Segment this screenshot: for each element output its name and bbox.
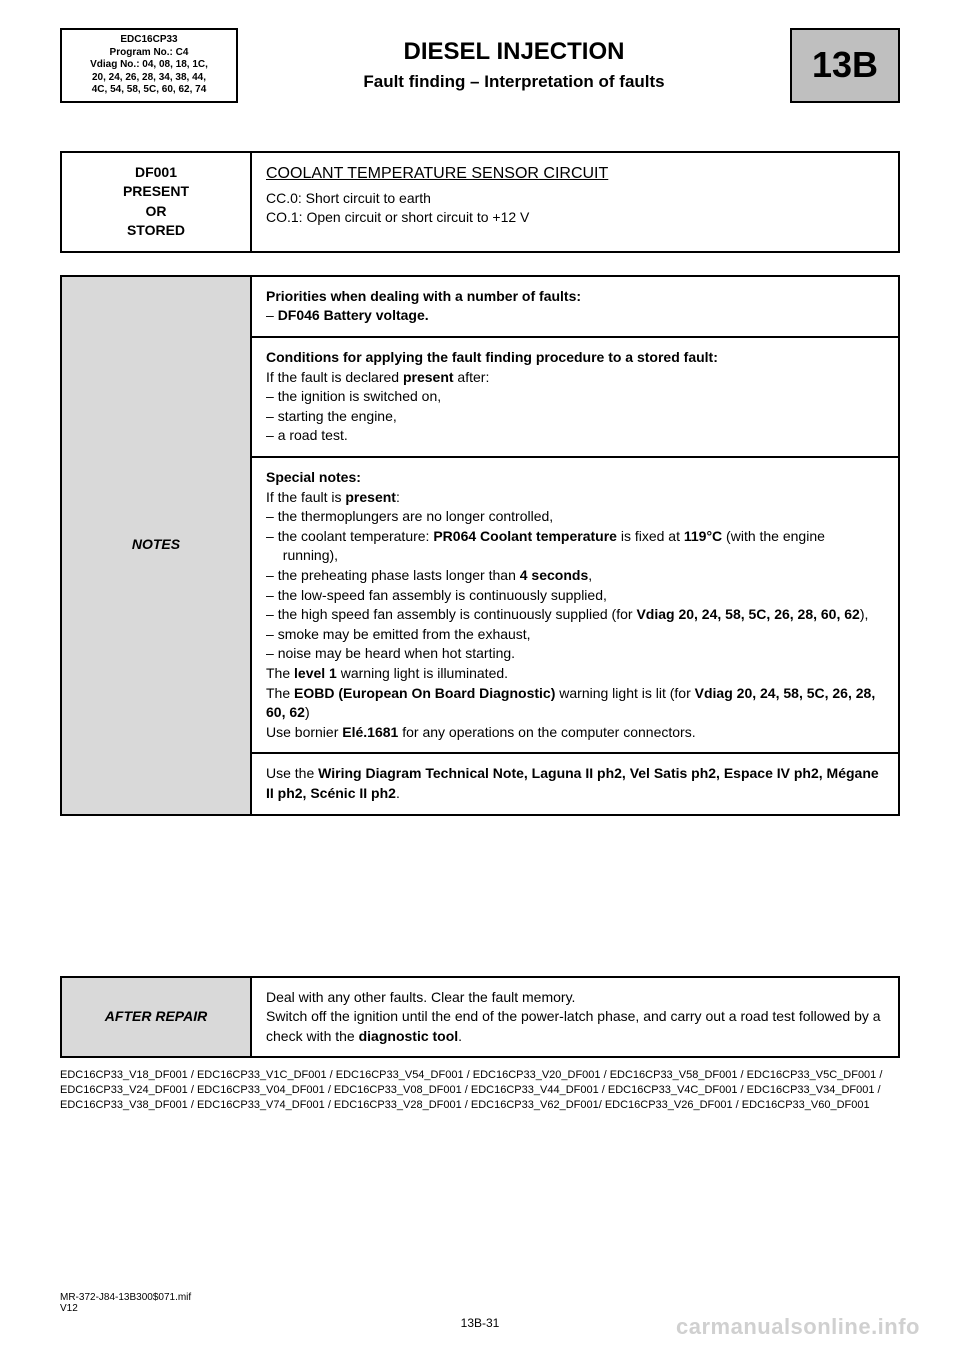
text-bold: 119°C [684, 528, 722, 544]
text: after: [454, 369, 490, 385]
text: the preheating phase lasts longer than [278, 567, 520, 583]
ecu-line: Program No.: C4 [64, 47, 234, 60]
page-header: EDC16CP33 Program No.: C4 Vdiag No.: 04,… [60, 28, 900, 103]
list-item: the ignition is switched on, [266, 387, 884, 407]
text-bold: Wiring Diagram Technical Note, Laguna II… [266, 765, 879, 801]
text: : [396, 489, 400, 505]
list-item: smoke may be emitted from the exhaust, [266, 625, 884, 645]
fault-header-table: DF001 PRESENT OR STORED COOLANT TEMPERAT… [60, 151, 900, 253]
list-item: the coolant temperature: PR064 Coolant t… [266, 527, 884, 566]
text: for any operations on the computer conne… [398, 724, 695, 740]
special-list: the thermoplungers are no longer control… [266, 507, 884, 664]
notes-table: NOTES Priorities when dealing with a num… [60, 275, 900, 816]
main-title: DIESEL INJECTION [256, 38, 772, 66]
text: If the fault is declared [266, 369, 403, 385]
text: ) [305, 704, 310, 720]
fault-cc: CC.0: Short circuit to earth [266, 189, 884, 209]
list-item: starting the engine, [266, 407, 884, 427]
text: . [458, 1028, 462, 1044]
reference-codes: EDC16CP33_V18_DF001 / EDC16CP33_V1C_DF00… [60, 1068, 900, 1113]
list-item: the preheating phase lasts longer than 4… [266, 566, 884, 586]
text-bold: PR064 Coolant temperature [433, 528, 617, 544]
page: EDC16CP33 Program No.: C4 Vdiag No.: 04,… [0, 0, 960, 1358]
conditions-intro: If the fault is declared present after: [266, 369, 489, 385]
text: , [588, 567, 592, 583]
text: warning light is illuminated. [337, 665, 508, 681]
text: The [266, 685, 294, 701]
after-repair-line1: Deal with any other faults. Clear the fa… [266, 988, 884, 1008]
list-item: the high speed fan assembly is continuou… [266, 605, 884, 625]
ecu-line: Vdiag No.: 04, 08, 18, 1C, [64, 59, 234, 72]
text-bold: present [403, 369, 454, 385]
conditions-list: the ignition is switched on, starting th… [266, 387, 884, 446]
fault-status: OR [76, 202, 236, 222]
list-item: the thermoplungers are no longer control… [266, 507, 884, 527]
ecu-line: 20, 24, 26, 28, 34, 38, 44, [64, 72, 234, 85]
eobd-line: The EOBD (European On Board Diagnostic) … [266, 684, 884, 723]
priorities-cell: Priorities when dealing with a number of… [251, 276, 899, 337]
list-item: noise may be heard when hot starting. [266, 644, 884, 664]
text-bold: EOBD (European On Board Diagnostic) [294, 685, 555, 701]
fault-co: CO.1: Open circuit or short circuit to +… [266, 208, 884, 228]
after-repair-table: AFTER REPAIR Deal with any other faults.… [60, 976, 900, 1059]
text: Use bornier [266, 724, 342, 740]
text: is fixed at [617, 528, 684, 544]
doc-version: V12 [60, 1303, 900, 1314]
wiring-cell: Use the Wiring Diagram Technical Note, L… [251, 753, 899, 814]
text-bold: diagnostic tool [359, 1028, 459, 1044]
special-heading: Special notes: [266, 469, 361, 485]
text: the coolant temperature: [278, 528, 434, 544]
priorities-list: DF046 Battery voltage. [266, 306, 884, 326]
list-item: the low-speed fan assembly is continuous… [266, 586, 884, 606]
text: the high speed fan assembly is continuou… [278, 606, 637, 622]
text-bold: Elé.1681 [342, 724, 398, 740]
after-repair-label: AFTER REPAIR [61, 977, 251, 1058]
priorities-heading: Priorities when dealing with a number of… [266, 288, 581, 304]
fault-title: COOLANT TEMPERATURE SENSOR CIRCUIT [266, 163, 884, 185]
fault-code-cell: DF001 PRESENT OR STORED [61, 152, 251, 252]
sub-title: Fault finding – Interpretation of faults [256, 72, 772, 92]
text: ), [860, 606, 869, 622]
text-bold: Vdiag 20, 24, 58, 5C, 26, 28, 60, 62 [636, 606, 859, 622]
ecu-line: 4C, 54, 58, 5C, 60, 62, 74 [64, 84, 234, 97]
text: Use the [266, 765, 318, 781]
notes-label-cell: NOTES [61, 276, 251, 815]
text-bold: level 1 [294, 665, 337, 681]
list-item: a road test. [266, 426, 884, 446]
text-bold: 4 seconds [520, 567, 588, 583]
after-repair-line2: Switch off the ignition until the end of… [266, 1007, 884, 1046]
section-code-box: 13B [790, 28, 900, 103]
text: The [266, 665, 294, 681]
text-bold: present [345, 489, 396, 505]
watermark: carmanualsonline.info [676, 1314, 920, 1340]
bornier-line: Use bornier Elé.1681 for any operations … [266, 723, 884, 743]
text: warning light is lit (for [555, 685, 694, 701]
conditions-heading: Conditions for applying the fault findin… [266, 349, 718, 365]
conditions-cell: Conditions for applying the fault findin… [251, 337, 899, 457]
list-item: DF046 Battery voltage. [266, 306, 884, 326]
ecu-identification-box: EDC16CP33 Program No.: C4 Vdiag No.: 04,… [60, 28, 238, 103]
special-notes-cell: Special notes: If the fault is present: … [251, 457, 899, 753]
level1-line: The level 1 warning light is illuminated… [266, 664, 884, 684]
fault-status: PRESENT [76, 182, 236, 202]
text: If the fault is [266, 489, 345, 505]
priority-item: DF046 Battery voltage. [278, 307, 429, 323]
fault-status: STORED [76, 221, 236, 241]
ecu-line: EDC16CP33 [64, 34, 234, 47]
title-block: DIESEL INJECTION Fault finding – Interpr… [256, 28, 772, 103]
fault-description-cell: COOLANT TEMPERATURE SENSOR CIRCUIT CC.0:… [251, 152, 899, 252]
after-repair-cell: Deal with any other faults. Clear the fa… [251, 977, 899, 1058]
special-intro: If the fault is present: [266, 489, 400, 505]
text: . [396, 785, 400, 801]
doc-ref: MR-372-J84-13B300$071.mif [60, 1292, 900, 1303]
fault-code: DF001 [76, 163, 236, 183]
